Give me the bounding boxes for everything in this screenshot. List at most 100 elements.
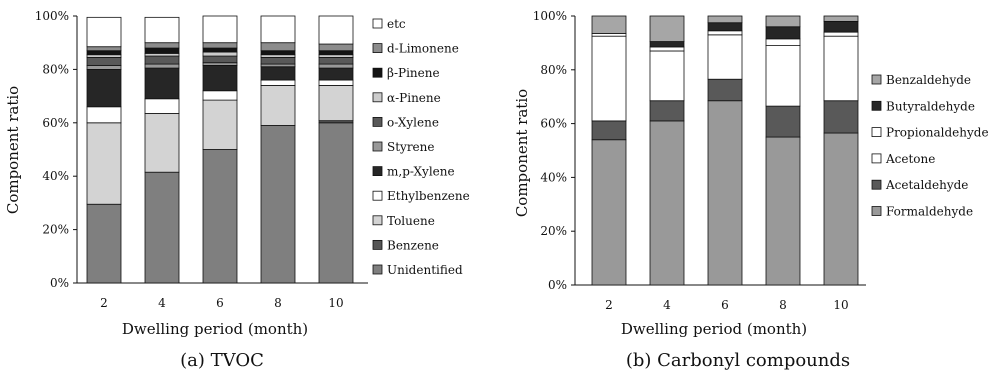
bar-segment-4-5 xyxy=(649,15,685,42)
bar-segment-10-7 xyxy=(318,54,354,58)
legend-label: Toluene xyxy=(387,214,435,228)
bar-segment-2-3 xyxy=(86,106,122,124)
bar-segment-6-1 xyxy=(707,78,743,102)
bar-segment-10-1 xyxy=(823,100,859,134)
legend-label: Styrene xyxy=(387,140,435,154)
legend-label: α-Pinene xyxy=(387,91,441,105)
legend-swatch xyxy=(372,239,383,250)
bar-segment-2-3 xyxy=(591,33,627,37)
x-tick-label: 10 xyxy=(328,296,343,310)
legend-swatch xyxy=(871,179,882,190)
panel-caption: (a) TVOC xyxy=(180,350,264,371)
bar-segment-8-1 xyxy=(765,105,801,138)
tvoc-chart: 0% 20% 40% 60% 80% 100% 2 4 6 8 10 etc d-Limonene β-P… xyxy=(4,9,470,371)
bar-segment-6-4 xyxy=(707,22,743,32)
bar-segment-2-0 xyxy=(86,203,122,284)
bar-segment-2-0 xyxy=(591,139,627,286)
bar-segment-6-0 xyxy=(202,149,238,284)
bar-segment-8-9 xyxy=(260,42,296,52)
bar-segment-8-6 xyxy=(260,56,296,65)
y-tick-label: 100% xyxy=(533,9,567,23)
legend-swatch xyxy=(372,166,383,177)
y-tick-label: 20% xyxy=(42,223,69,237)
y-tick-label: 0% xyxy=(50,276,69,290)
x-axis-title: Dwelling period (month) xyxy=(621,320,807,338)
legend-swatch xyxy=(372,92,383,103)
bar-segment-8-3 xyxy=(765,38,801,46)
bar-segment-4-5 xyxy=(144,63,180,69)
bar-segment-8-0 xyxy=(765,136,801,286)
legend-swatch xyxy=(372,43,383,53)
legend-swatch xyxy=(871,127,882,137)
y-tick-label: 100% xyxy=(35,9,69,23)
y-tick-label: 60% xyxy=(540,117,567,131)
bar-segment-2-7 xyxy=(86,54,122,58)
bar-segment-2-6 xyxy=(86,56,122,66)
x-tick-label: 8 xyxy=(779,298,787,312)
y-tick-label: 80% xyxy=(540,63,567,77)
bar-segment-10-6 xyxy=(318,56,354,65)
x-tick-label: 4 xyxy=(663,298,671,312)
bar-segment-4-3 xyxy=(649,46,685,52)
bar-segment-10-3 xyxy=(318,79,354,86)
bar-segment-6-5 xyxy=(707,15,743,24)
bar-segment-2-9 xyxy=(86,46,122,52)
bar-segment-2-5 xyxy=(86,64,122,70)
bar-segment-2-1 xyxy=(591,120,627,141)
bar-segment-4-2 xyxy=(144,113,180,173)
legend-label: Unidentified xyxy=(387,263,463,277)
bar-segment-10-4 xyxy=(318,67,354,81)
bar-segment-10-0 xyxy=(318,122,354,284)
carbonyl-chart: 0% 20% 40% 60% 80% 100% 2 4 6 8 10 Benzaldehyde Buty… xyxy=(513,9,989,371)
bar-segment-4-7 xyxy=(144,52,180,57)
legend-swatch xyxy=(871,74,882,85)
bar-segment-6-3 xyxy=(707,30,743,36)
x-tick-label: 8 xyxy=(274,296,282,310)
y-tick-label: 40% xyxy=(540,170,567,184)
y-tick-label: 20% xyxy=(540,224,567,238)
bar-segment-10-5 xyxy=(823,15,859,22)
legend-swatch xyxy=(372,117,383,127)
legend-label: Benzene xyxy=(387,238,439,252)
legend-swatch xyxy=(372,18,383,29)
bar-segment-8-5 xyxy=(260,63,296,68)
bar-segment-6-9 xyxy=(202,42,238,49)
bar-segment-4-3 xyxy=(144,98,180,114)
legend-label: o-Xylene xyxy=(387,115,439,129)
legend-swatch xyxy=(372,264,383,275)
legend-label: Ethylbenzene xyxy=(387,189,470,203)
bar-segment-6-2 xyxy=(707,34,743,80)
bar-segment-10-5 xyxy=(318,63,354,69)
bar-segment-2-4 xyxy=(86,69,122,108)
bar-segment-8-10 xyxy=(260,15,296,44)
bar-segment-6-2 xyxy=(202,99,238,150)
legend-label: β-Pinene xyxy=(387,66,440,80)
bar-segment-8-8 xyxy=(260,50,296,56)
legend-swatch xyxy=(372,190,383,201)
y-tick-label: 0% xyxy=(548,278,567,292)
legend-label: Acetone xyxy=(885,152,935,166)
bar-segment-2-10 xyxy=(86,16,122,48)
legend-swatch xyxy=(871,153,882,164)
legend-swatch xyxy=(871,100,882,111)
legend-swatch xyxy=(372,67,383,78)
bar-segment-4-8 xyxy=(144,47,180,54)
bar-segment-10-2 xyxy=(318,85,354,122)
bar-segment-10-4 xyxy=(823,20,859,33)
bar-segment-6-6 xyxy=(202,55,238,64)
bar-segment-2-2 xyxy=(591,35,627,122)
bar-segment-8-0 xyxy=(260,125,296,284)
bar-segment-4-0 xyxy=(144,171,180,284)
legend-label: m,p-Xylene xyxy=(387,165,455,179)
bar-segment-8-2 xyxy=(765,45,801,107)
y-axis-title: Component ratio xyxy=(4,86,22,214)
legend-swatch xyxy=(372,141,383,152)
x-tick-label: 4 xyxy=(158,296,166,310)
bar-segment-6-3 xyxy=(202,90,238,101)
bar-segment-4-1 xyxy=(649,100,685,122)
legend-label: Acetaldehyde xyxy=(885,178,968,192)
bar-segment-10-0 xyxy=(823,132,859,286)
legend-label: Propionaldehyde xyxy=(886,126,989,140)
y-axis-title: Component ratio xyxy=(513,89,531,217)
bar-segment-2-5 xyxy=(591,15,627,34)
